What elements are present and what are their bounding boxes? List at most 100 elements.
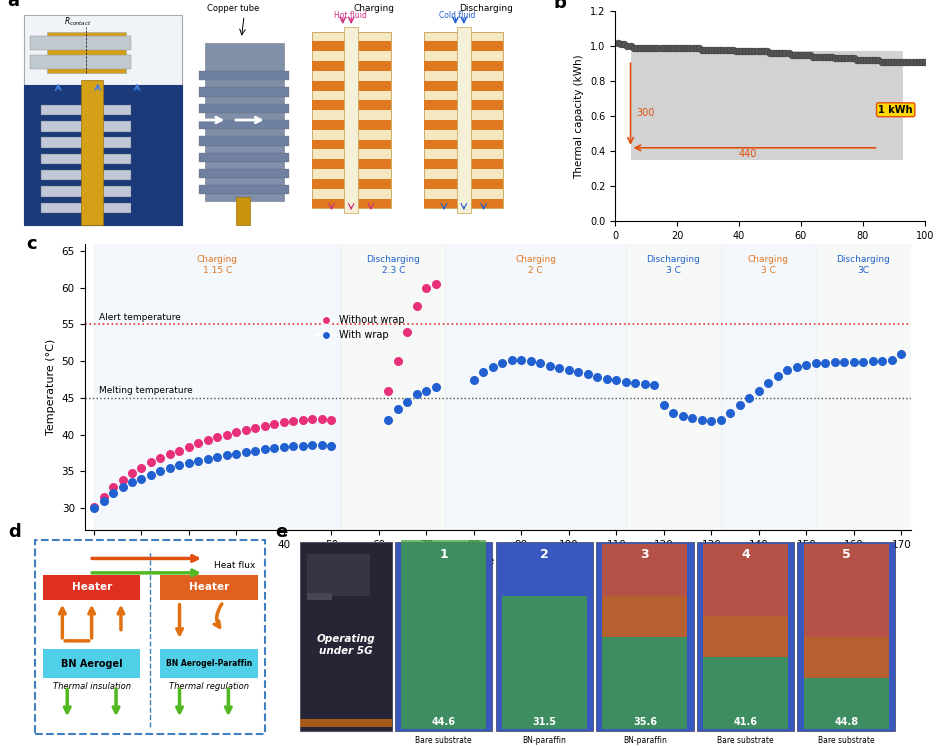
Point	[191, 455, 206, 467]
Text: Cold fluid: Cold fluid	[439, 10, 475, 19]
Bar	[424, 198, 503, 208]
Point	[86, 502, 101, 514]
Bar	[424, 120, 503, 130]
Point	[210, 430, 225, 442]
Bar	[424, 101, 503, 110]
Point	[162, 448, 177, 460]
Point	[200, 433, 215, 445]
Bar	[312, 61, 391, 71]
X-axis label: Cycle times: Cycle times	[737, 247, 803, 257]
Point	[267, 442, 282, 454]
Point	[799, 359, 814, 371]
Text: c: c	[26, 235, 38, 253]
Point	[296, 414, 311, 426]
Bar	[41, 186, 131, 197]
Bar	[30, 37, 131, 50]
Text: 44.8: 44.8	[834, 718, 858, 727]
Point	[780, 364, 795, 376]
Text: Discharging
3C: Discharging 3C	[837, 254, 890, 275]
Point	[276, 441, 291, 453]
Bar	[312, 42, 391, 51]
Point	[732, 399, 747, 411]
Text: BN-paraffin
film: BN-paraffin film	[522, 736, 566, 746]
Text: Heater: Heater	[189, 583, 229, 592]
Bar	[312, 120, 391, 130]
Bar	[43, 575, 141, 600]
Text: BN Aerogel: BN Aerogel	[61, 659, 122, 668]
Point	[296, 439, 311, 451]
Text: Discharging
2.3 C: Discharging 2.3 C	[366, 254, 420, 275]
Point	[153, 452, 168, 464]
Point	[428, 381, 443, 393]
Text: Thermal regulation: Thermal regulation	[169, 682, 249, 691]
Bar	[199, 120, 289, 129]
Point	[599, 373, 614, 385]
Point	[134, 462, 149, 474]
Point	[315, 439, 330, 451]
Point	[239, 424, 254, 436]
Text: Bare substrate: Bare substrate	[717, 736, 774, 745]
Point	[875, 355, 890, 367]
Point	[172, 445, 187, 457]
Point	[229, 427, 244, 439]
Text: b: b	[553, 0, 566, 13]
Point	[495, 357, 510, 369]
Bar	[312, 198, 391, 208]
Text: Operating
under 5G: Operating under 5G	[316, 634, 376, 656]
Text: 1 kWh: 1 kWh	[879, 104, 913, 115]
Bar	[24, 85, 182, 225]
Bar	[199, 137, 289, 145]
Text: Charging
3 C: Charging 3 C	[747, 254, 789, 275]
Point	[628, 377, 643, 389]
Point	[685, 413, 700, 424]
Point	[694, 414, 709, 426]
Bar	[199, 71, 289, 81]
Bar	[424, 179, 503, 189]
Bar	[205, 43, 284, 201]
Point	[181, 457, 196, 469]
Bar	[199, 152, 289, 162]
Bar	[395, 542, 492, 732]
Point	[105, 481, 120, 493]
Point	[144, 469, 159, 481]
Bar	[721, 244, 816, 530]
Text: Alert temperature: Alert temperature	[99, 313, 180, 322]
Text: d: d	[8, 524, 22, 542]
Bar	[345, 27, 358, 213]
Bar	[596, 542, 694, 732]
Point	[144, 457, 159, 468]
Point	[257, 443, 272, 455]
Point	[239, 446, 254, 458]
Point	[619, 376, 634, 388]
Text: Heat flux: Heat flux	[214, 561, 255, 570]
Text: Bare substrate: Bare substrate	[415, 736, 472, 745]
Bar	[236, 197, 250, 225]
Point	[714, 414, 729, 426]
Bar	[307, 594, 332, 600]
Point	[885, 354, 900, 366]
Point	[305, 413, 320, 425]
Bar	[307, 554, 370, 595]
Text: Charging: Charging	[353, 4, 394, 13]
Text: Discharging: Discharging	[459, 4, 514, 13]
Point	[580, 369, 595, 380]
Point	[590, 371, 605, 383]
Bar	[424, 160, 503, 169]
Text: 31.5: 31.5	[532, 718, 556, 727]
Text: BN Aerogel-Paraffin: BN Aerogel-Paraffin	[165, 659, 252, 668]
Bar	[445, 244, 626, 530]
Point	[324, 414, 339, 426]
Point	[324, 439, 339, 451]
Text: 4: 4	[741, 548, 750, 561]
Point	[419, 385, 434, 397]
Bar	[424, 31, 503, 208]
Point	[276, 416, 291, 428]
Point	[476, 366, 491, 378]
Point	[134, 473, 149, 485]
Bar	[797, 542, 895, 732]
Point	[257, 420, 272, 432]
Point	[638, 378, 653, 390]
Text: 440: 440	[739, 148, 758, 159]
Point	[86, 501, 101, 513]
Bar	[424, 81, 503, 90]
